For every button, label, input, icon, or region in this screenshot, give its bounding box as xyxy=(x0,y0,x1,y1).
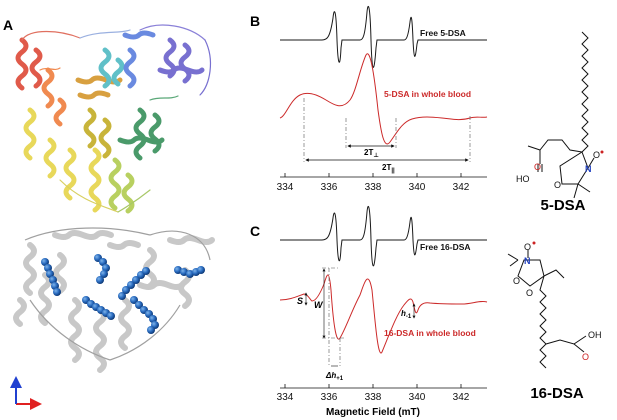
blood-16dsa-trace xyxy=(279,274,488,354)
w-label: W xyxy=(314,300,324,310)
b-tick-338: 338 xyxy=(365,182,382,193)
radical-dot-5dsa xyxy=(600,150,604,154)
blood-5dsa-trace xyxy=(279,53,488,145)
protein-ribbon-structure xyxy=(15,24,212,214)
orientation-axes xyxy=(10,376,42,410)
molecule-name-16dsa: 16-DSA xyxy=(530,385,584,402)
c-tick-336: 336 xyxy=(321,392,338,403)
atom-o-nitroxide-16dsa: O xyxy=(524,242,531,252)
panel-label-c: C xyxy=(250,223,260,239)
atom-o-carbonyl-16dsa: O xyxy=(582,352,589,362)
blood-5dsa-label: 5-DSA in whole blood xyxy=(384,89,471,99)
panel-label-b: B xyxy=(250,13,260,29)
atom-o-ring2-16dsa: O xyxy=(526,288,533,298)
c-tick-342: 342 xyxy=(453,392,470,403)
atom-o-ring-16dsa: O xyxy=(513,276,520,286)
molecule-16dsa xyxy=(507,250,587,369)
dh-label: Δh+1 xyxy=(325,371,344,382)
h-minus1-label: h-1 xyxy=(401,309,412,320)
molecule-5dsa-atoms: N O O O HO xyxy=(516,150,604,190)
b-tick-336: 336 xyxy=(321,182,338,193)
molecule-name-5dsa: 5-DSA xyxy=(540,197,585,214)
free-5dsa-label: Free 5-DSA xyxy=(420,28,466,38)
x-axis-label: Magnetic Field (mT) xyxy=(326,407,420,418)
atom-o-carbonyl-5dsa: O xyxy=(534,162,541,172)
atom-n-16dsa: N xyxy=(524,256,531,266)
atom-oh-16dsa: OH xyxy=(588,330,602,340)
free-16dsa-label: Free 16-DSA xyxy=(420,242,471,252)
c-tick-338: 338 xyxy=(365,392,382,403)
radical-dot-16dsa xyxy=(532,241,536,245)
c-tick-340: 340 xyxy=(409,392,426,403)
atom-o-nitroxide-5dsa: O xyxy=(593,150,600,160)
molecule-16dsa-atoms: N O O O OH O xyxy=(513,241,602,362)
free-5dsa-trace xyxy=(280,5,487,68)
molecule-5dsa xyxy=(527,31,595,199)
atom-n-5dsa: N xyxy=(585,164,592,174)
2t-perp-label: 2T⊥ xyxy=(364,148,379,159)
b-tick-342: 342 xyxy=(453,182,470,193)
2t-par-label: 2T|| xyxy=(382,163,395,174)
b-tick-334: 334 xyxy=(277,182,294,193)
blood-16dsa-label: 16-DSA in whole blood xyxy=(384,328,476,338)
free-16dsa-trace xyxy=(280,205,487,267)
atom-ho-5dsa: HO xyxy=(516,174,530,184)
s-label: S xyxy=(297,296,303,306)
b-tick-340: 340 xyxy=(409,182,426,193)
panel-label-a: A xyxy=(3,17,13,33)
protein-surface-structure xyxy=(13,227,215,373)
atom-o-ring-5dsa: O xyxy=(554,180,561,190)
spectrum-c: Free 16-DSA 16-DSA in whole blood S W h-… xyxy=(277,205,488,418)
spectrum-b: Free 5-DSA 5-DSA in whole blood 2T⊥ 2T||… xyxy=(277,5,488,193)
c-tick-334: 334 xyxy=(277,392,294,403)
